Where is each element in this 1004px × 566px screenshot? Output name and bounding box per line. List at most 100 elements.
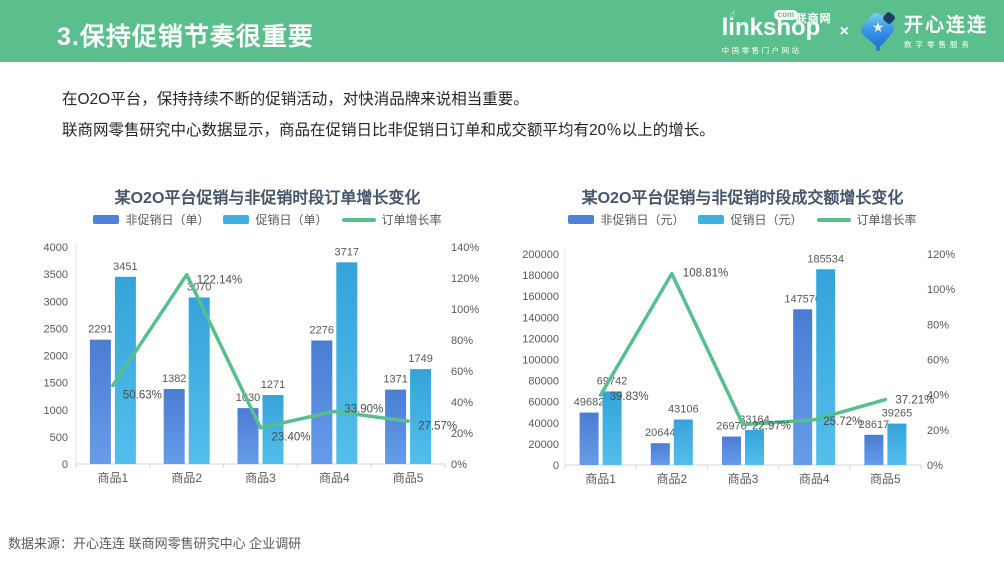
y-left-tick-label: 140000 <box>522 312 559 324</box>
legend-item-series1: 非促销日（单） <box>93 211 209 228</box>
bar-series1-cat4 <box>793 309 813 465</box>
growth-rate-label: 27.57% <box>418 420 457 432</box>
bar-value-label: 43106 <box>668 404 699 416</box>
bar-value-label: 1371 <box>383 374 407 386</box>
intro-line-2: 联商网零售研究中心数据显示，商品在促销日比非促销日订单和成交额平均有20％以上的… <box>62 122 715 139</box>
y-right-tick-label: 40% <box>451 397 473 409</box>
bar-value-label: 28617 <box>859 419 890 431</box>
y-left-tick-label: 4000 <box>44 242 68 254</box>
linkshop-cn-name: 联商网 <box>795 12 832 25</box>
linkshop-tagline: 中国零售门户网站 <box>721 45 802 55</box>
y-right-tick-label: 140% <box>451 242 479 254</box>
bar-series1-cat3 <box>237 408 259 464</box>
x-category-label: 商品4 <box>319 470 350 485</box>
y-left-tick-label: 60000 <box>528 397 559 409</box>
growth-rate-line <box>598 271 888 427</box>
bar-series1-cat4 <box>311 340 333 464</box>
bar-series2-cat3 <box>745 430 764 465</box>
bar-series2-cat3 <box>262 395 284 464</box>
bar-legend-swatch <box>568 215 595 224</box>
y-left-tick-label: 0 <box>62 459 68 471</box>
y-left-tick-label: 1000 <box>44 405 68 417</box>
intro-paragraph: 在O2O平台，保持持续不断的促销活动，对快消品牌来说相当重要。 联商网零售研究中… <box>62 84 942 146</box>
growth-rate-label: 122.14% <box>197 275 242 287</box>
linkshop-wordmark: linkshop <box>721 13 821 41</box>
y-right-tick-label: 80% <box>927 319 949 331</box>
x-category-label: 商品1 <box>98 470 129 485</box>
bar-value-label: 185534 <box>807 253 844 265</box>
growth-rate-label: 22.97% <box>752 421 791 433</box>
y-right-tick-label: 60% <box>927 355 949 367</box>
kaixin-text-block: 开心连连 数字零售服务 <box>904 15 988 50</box>
bar-series1-cat2 <box>163 389 185 464</box>
growth-rate-label: 50.63% <box>123 390 162 402</box>
left-chart-legend: 非促销日（单） 促销日（单） 订单增长率 <box>40 211 495 228</box>
legend-label: 促销日（单） <box>255 213 328 227</box>
bar-value-label: 26970 <box>716 421 747 433</box>
growth-rate-label: 39.83% <box>610 391 649 403</box>
y-left-tick-label: 1500 <box>44 378 68 390</box>
y-right-tick-label: 0% <box>927 460 943 472</box>
linkshop-hand-icon: ☝ <box>729 8 736 19</box>
bar-value-label: 1271 <box>261 379 285 391</box>
bar-value-label: 2291 <box>88 324 112 336</box>
growth-rate-line <box>111 272 410 430</box>
bar-series2-cat1 <box>602 391 622 465</box>
x-category-label: 商品3 <box>728 471 759 486</box>
intro-line-1: 在O2O平台，保持持续不断的促销活动，对快消品牌来说相当重要。 <box>62 91 529 108</box>
line-legend-swatch <box>341 217 376 222</box>
right-chart-title: 某O2O平台促销与非促销时段成交额增长变化 <box>581 190 904 207</box>
y-right-tick-label: 100% <box>451 304 479 316</box>
x-category-label: 商品4 <box>799 471 830 486</box>
growth-rate-label: 37.21% <box>895 395 934 407</box>
x-category-label: 商品5 <box>870 471 901 486</box>
kaixin-tag-icon: ★ <box>858 10 897 51</box>
legend-label: 非促销日（元） <box>600 213 685 227</box>
bar-value-label: 1382 <box>162 373 186 385</box>
linkshop-logo: ☝ linkshop com 联商网 中国零售门户网站 <box>721 9 831 56</box>
bar-series2-cat1 <box>114 276 136 464</box>
y-left-tick-label: 80000 <box>528 376 559 388</box>
right-chart-legend: 非促销日（元） 促销日（元） 订单增长率 <box>515 211 970 228</box>
linkshop-logo-row: ☝ linkshop com 联商网 <box>721 9 831 43</box>
bar-series2-cat2 <box>188 297 210 464</box>
y-right-tick-label: 20% <box>927 425 949 437</box>
growth-rate-label: 25.72% <box>823 416 862 428</box>
bar-series2-cat4 <box>336 262 358 464</box>
data-source: 数据来源：开心连连 联商网零售研究中心 企业调研 <box>8 536 302 551</box>
bar-value-label: 3717 <box>335 246 359 258</box>
bar-legend-swatch <box>223 215 250 224</box>
y-right-tick-label: 20% <box>451 428 473 440</box>
x-category-label: 商品2 <box>656 471 687 486</box>
bar-series1-cat5 <box>864 434 884 465</box>
logo-separator: × <box>839 23 849 40</box>
bar-series2-cat5 <box>887 423 907 465</box>
bar-value-label: 20644 <box>645 427 676 439</box>
bar-value-label: 2276 <box>310 325 334 337</box>
y-left-tick-label: 2500 <box>44 323 68 335</box>
legend-label: 订单增长率 <box>856 213 917 227</box>
tag-stem <box>875 45 880 51</box>
y-left-tick-label: 2000 <box>44 351 68 363</box>
line-legend-swatch <box>816 217 851 222</box>
legend-label: 订单增长率 <box>381 213 442 227</box>
x-category-label: 商品2 <box>171 470 202 485</box>
bar-legend-swatch <box>93 215 120 224</box>
y-right-tick-label: 100% <box>927 284 955 296</box>
header-logos: ☝ linkshop com 联商网 中国零售门户网站 × ★ 开心连连 数字零… <box>722 8 988 56</box>
kaixin-name: 开心连连 <box>903 14 988 36</box>
bar-series1-cat2 <box>650 443 670 465</box>
bar-series1-cat3 <box>722 436 741 465</box>
bar-series1-cat1 <box>579 412 599 465</box>
y-left-tick-label: 180000 <box>522 270 559 282</box>
star-icon: ★ <box>871 19 885 35</box>
growth-rate-label: 108.81% <box>683 268 728 280</box>
y-right-tick-label: 0% <box>451 459 467 471</box>
x-category-label: 商品1 <box>585 471 616 486</box>
kaixin-logo: ★ 开心连连 数字零售服务 <box>858 10 988 51</box>
y-left-tick-label: 500 <box>50 432 68 444</box>
y-left-tick-label: 120000 <box>522 333 559 345</box>
bar-series1-cat5 <box>385 389 407 464</box>
bar-value-label: 69742 <box>597 375 628 387</box>
